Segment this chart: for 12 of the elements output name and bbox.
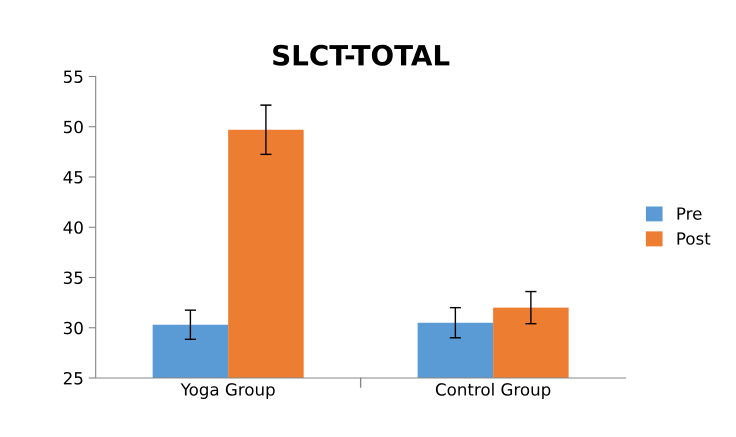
y-tick-label: 55 [64,70,82,84]
x-tick-label: Control Group [436,382,550,399]
y-tick-label: 30 [64,322,83,334]
y-tick-label: 45 [63,171,82,184]
y-tick-label: 50 [64,120,83,134]
chart-title: SLCT-TOTAL [273,44,450,66]
legend-label: Pre [678,207,702,220]
y-tick-label: 25 [64,372,82,385]
y-tick-label: 40 [63,221,83,234]
legend-label: Post [678,232,710,245]
y-tick-label: 35 [64,271,82,284]
x-tick-label: Yoga Group [180,383,275,399]
